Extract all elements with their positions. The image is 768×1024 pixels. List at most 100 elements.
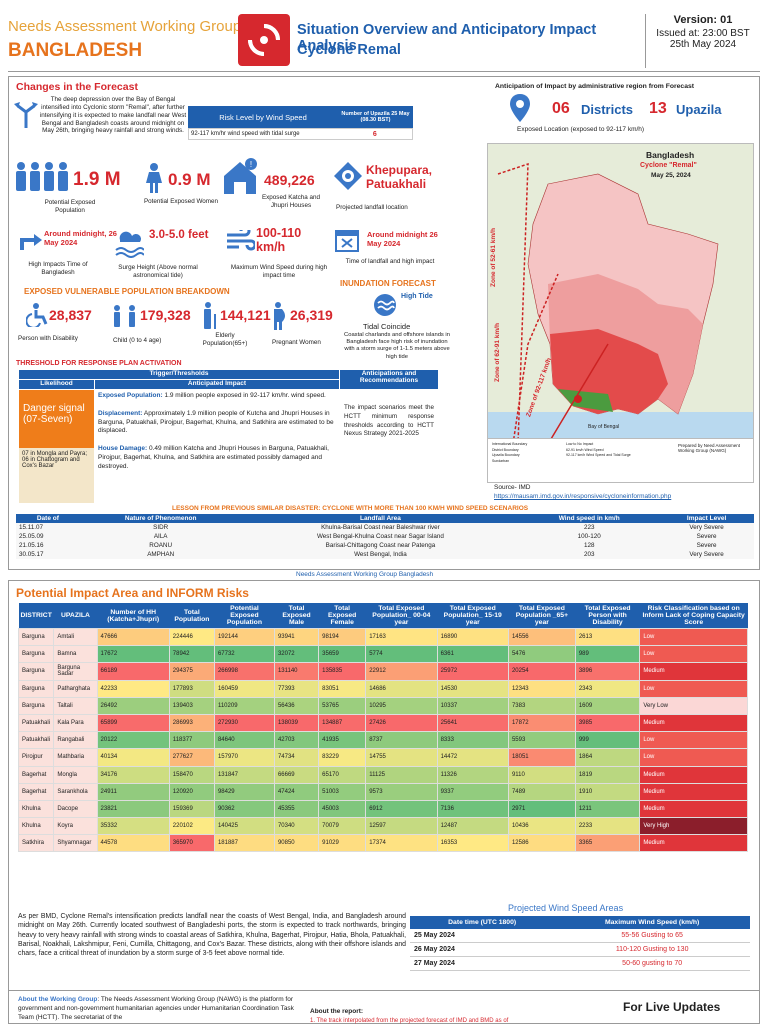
child-value: 179,328 — [140, 307, 191, 323]
impact-cell: 134887 — [318, 713, 367, 733]
impact-column-header: DISTRICT — [18, 603, 54, 629]
impact-cell: Barguna — [17, 679, 55, 698]
impact-cell: 16890 — [436, 627, 509, 647]
impact-cell: 25641 — [436, 713, 509, 733]
women-label: Potential Exposed Women — [143, 198, 219, 205]
inundation-heading: INUNDATION FORECAST — [340, 279, 436, 288]
impact-cell: Medium — [639, 662, 748, 681]
impact-cell: 9110 — [507, 765, 576, 784]
vulnerable-heading: EXPOSED VULNERABLE POPULATION BREAKDOWN — [24, 287, 230, 296]
direction-arrows-icon — [14, 102, 38, 128]
impact-cell: 1864 — [574, 748, 641, 767]
lessons-cell: 203 — [519, 550, 660, 559]
pregnant-woman-icon — [274, 302, 285, 330]
high-impact-time-icon — [20, 234, 42, 250]
houses-value: 489,226 — [264, 172, 315, 188]
impact-cell: 1910 — [574, 782, 641, 801]
lessons-cell: 223 — [519, 523, 660, 532]
impact-column-header: Total Exposed Male — [274, 603, 319, 629]
impact-cell: 286993 — [168, 713, 215, 733]
high-tide-label: High Tide — [401, 293, 433, 300]
upazila-count: 13 — [649, 100, 667, 117]
impact-cell: 3985 — [574, 713, 641, 733]
calendar-icon — [335, 230, 359, 252]
impact-cell: 120920 — [168, 782, 215, 801]
surge-label: Surge Height (Above normal astronomical … — [118, 264, 198, 279]
map-zone-1: Zone of 52-61 km/h — [489, 228, 497, 287]
impact-cell: 131140 — [273, 662, 320, 681]
impact-row: Barguna Patharghata 42233 177893 160459 77393… — [17, 679, 748, 698]
wind-row: 27 May 2024 50-60 gusting to 70 — [410, 956, 750, 971]
pregnant-label: Pregnant Women — [272, 339, 321, 346]
pregnant-value: 26,319 — [290, 307, 333, 323]
impact-cell: Low — [639, 748, 748, 767]
wind-speed: 50-60 gusting to 70 — [554, 956, 750, 971]
impact-cell: 5593 — [507, 731, 576, 750]
impact-cell: 20254 — [507, 662, 576, 681]
version: Version: 01 — [673, 14, 733, 26]
lessons-row: 21.05.16 ROANU Barisal-Chittagong Coast ne… — [16, 541, 754, 550]
high-impact-time-label: High Impacts Time of Bangladesh — [28, 261, 88, 276]
impact-cell: 158470 — [168, 765, 215, 784]
forecast-text: The deep depression over the Bay of Beng… — [39, 96, 187, 135]
lessons-cell: Khulna-Barisal Coast near Baleshwar rive… — [241, 523, 520, 532]
wind-date-header: Date time (UTC 1800) — [410, 916, 555, 929]
wind-speed: 55-56 Gusting to 65 — [554, 929, 750, 943]
wind-table: Date time (UTC 1800) Maximum Wind Speed … — [410, 916, 750, 971]
impact-cell: 65899 — [96, 713, 170, 733]
impact-cell: 84640 — [213, 731, 275, 750]
impact-cell: 12597 — [365, 817, 438, 836]
impact-cell: 93941 — [273, 627, 320, 647]
likelihood-cell: Danger signal (07-Seven) 07 in Mongla an… — [19, 390, 94, 503]
lessons-cell: ROANU — [79, 541, 242, 550]
risk-row-label: 92-117 km/hr wind speed with tidal surge — [191, 131, 300, 137]
disability-label: Person with Disability — [18, 335, 78, 342]
impact-column-header: UPAZILA — [53, 603, 98, 629]
impact-row: Bagerhat Sarankhola 24911 120920 98429 47424 5… — [17, 782, 748, 801]
impact-cell: 5774 — [365, 645, 438, 664]
impact-table: DISTRICT UPAZILA Number of HH (Katcha+Jhup… — [17, 603, 748, 853]
elderly-value: 144,121 — [220, 307, 271, 323]
legend-item: Upazila Boundary — [492, 453, 520, 458]
impact-cell: 140425 — [213, 817, 275, 836]
report-header — [8, 10, 760, 72]
impact-cell: 34176 — [96, 765, 170, 784]
impact-cell: 77393 — [273, 679, 320, 698]
map-source-link[interactable]: https://mausam.imd.gov.in/responsive/cyc… — [494, 493, 672, 500]
impact-cell: Rangabali — [53, 731, 98, 750]
impact1-label: Exposed Population: — [98, 392, 163, 399]
houses-label: Exposed Katcha and Jhupri Houses — [261, 194, 321, 209]
impact-cell: 1609 — [574, 696, 641, 715]
women-value: 0.9 M — [168, 170, 211, 189]
report-about-text: 1. The track interpolated from the proje… — [310, 1018, 509, 1024]
impact-column-header: Total Population — [169, 603, 215, 629]
lessons-cell: AILA — [79, 532, 242, 541]
about-label: About the Working Group — [18, 996, 98, 1003]
impact-cell: 181887 — [213, 834, 275, 853]
impact-cell: 272930 — [213, 713, 275, 733]
impact-row: Pirojpur Mathbaria 40134 277627 157970 74734 8… — [17, 748, 748, 767]
impact-cell: 999 — [574, 731, 641, 750]
impact-cell: 47666 — [96, 627, 170, 647]
impact-cell: 131847 — [213, 765, 275, 784]
elderly-icon — [204, 302, 216, 329]
impact-cell: 7136 — [436, 799, 509, 819]
impact-cell: 98429 — [213, 782, 275, 801]
impact-cell: Medium — [639, 765, 748, 784]
impact-row: Khulna Dacope 23821 159369 90362 45355 45003 69… — [17, 799, 748, 819]
impact-row: Patuakhali Rangabali 20122 118377 84640 42703… — [17, 731, 748, 750]
impact-cell: Pirojpur — [17, 748, 55, 767]
impact-cell: 11326 — [436, 765, 509, 784]
impact1-text: 1.9 million people exposed in 92-117 km/… — [164, 392, 326, 399]
impact-column-header: Risk Classification based on Inform Lack… — [639, 603, 748, 629]
impact-cell: 78942 — [168, 645, 215, 664]
impact-cell: 7383 — [507, 696, 576, 715]
overview-panel — [8, 76, 760, 570]
map-prepared-by: Prepared by Need Assessment Working Grou… — [678, 443, 741, 453]
impact-cell: 177893 — [168, 679, 215, 698]
woman-icon — [146, 163, 162, 193]
risk-table-col: Number of Upazila 25 May (08.30 BST) — [341, 111, 410, 123]
impact-cell: 159369 — [168, 799, 215, 819]
high-impact-time-value: Around midnight, 26 May 2024 — [44, 229, 117, 247]
live-updates-label: For Live Updates — [623, 1000, 721, 1014]
